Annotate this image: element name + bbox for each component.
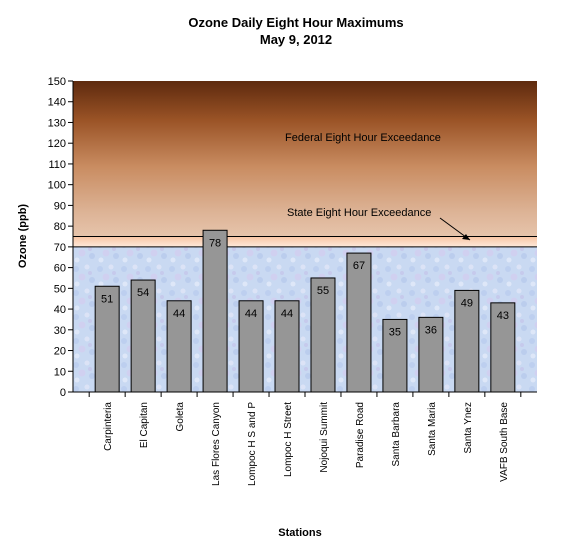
federal-exceedance-zone xyxy=(73,81,537,237)
chart-title: Ozone Daily Eight Hour Maximums xyxy=(188,15,403,30)
y-tick-label-12: 120 xyxy=(48,138,66,150)
y-tick-label-3: 30 xyxy=(54,325,66,337)
category-label-8: Santa Barbara xyxy=(391,402,402,467)
bar-3 xyxy=(202,229,228,393)
category-label-11: VAFB South Base xyxy=(499,402,510,482)
bar-value-label-11: 43 xyxy=(497,310,509,322)
bar-8 xyxy=(382,318,408,393)
y-tick-label-13: 130 xyxy=(48,117,66,129)
bar-4 xyxy=(238,300,264,393)
state-exceedance-zone xyxy=(73,236,537,247)
bar-value-label-7: 67 xyxy=(353,260,365,272)
bars: 51 54 44 78 44 44 55 67 35 36 49 43 xyxy=(94,229,516,393)
category-label-10: Santa Ynez xyxy=(463,402,474,454)
bar-value-label-10: 49 xyxy=(461,297,473,309)
bar-5 xyxy=(274,300,300,393)
y-tick-label-1: 10 xyxy=(54,366,66,378)
category-label-6: Nojoqui Summit xyxy=(319,402,330,473)
bar-9 xyxy=(418,316,444,393)
state-exceedance-arrowhead xyxy=(462,234,470,240)
bar-value-label-4: 44 xyxy=(245,308,257,320)
y-tick-label-10: 100 xyxy=(48,180,66,192)
y-tick-label-5: 50 xyxy=(54,283,66,295)
bar-value-label-6: 55 xyxy=(317,285,329,297)
category-label-4: Lompoc H S and P xyxy=(247,402,258,486)
bar-11 xyxy=(490,302,516,393)
bar-value-label-3: 78 xyxy=(209,237,221,249)
bar-value-label-0: 51 xyxy=(101,293,113,305)
y-tick-label-7: 70 xyxy=(54,242,66,254)
y-tick-label-9: 90 xyxy=(54,200,66,212)
y-tick-label-11: 110 xyxy=(48,159,66,171)
annotations: Federal Eight Hour Exceedance State Eigh… xyxy=(285,132,471,241)
bar-value-label-9: 36 xyxy=(425,324,437,336)
category-label-0: Carpinteria xyxy=(103,402,114,451)
federal-exceedance-label: Federal Eight Hour Exceedance xyxy=(285,132,441,144)
category-label-2: Goleta xyxy=(175,402,186,432)
bar-value-label-2: 44 xyxy=(173,308,185,320)
category-label-9: Santa Maria xyxy=(427,402,438,456)
category-label-7: Paradise Road xyxy=(355,402,366,468)
bar-7 xyxy=(346,252,372,393)
bar-2 xyxy=(166,300,192,393)
y-tick-label-14: 140 xyxy=(48,97,66,109)
y-axis-title: Ozone (ppb) xyxy=(17,204,29,268)
state-exceedance-label: State Eight Hour Exceedance xyxy=(287,207,431,219)
category-label-3: Las Flores Canyon xyxy=(211,402,222,486)
y-tick-label-0: 0 xyxy=(60,387,66,399)
chart-subtitle: May 9, 2012 xyxy=(260,32,332,47)
y-tick-label-8: 80 xyxy=(54,221,66,233)
category-label-1: El Capitan xyxy=(139,402,150,448)
category-label-5: Lompoc H Street xyxy=(283,402,294,477)
bar-0 xyxy=(94,285,120,393)
bar-6 xyxy=(310,277,336,393)
bar-value-label-5: 44 xyxy=(281,308,293,320)
y-tick-label-6: 60 xyxy=(54,263,66,275)
y-tick-label-15: 150 xyxy=(48,76,66,88)
y-tick-label-4: 40 xyxy=(54,304,66,316)
bar-value-label-1: 54 xyxy=(137,287,149,299)
axes: 0 10 20 30 40 50 60 70 80 90 100 110 120 130 140 150 Car… xyxy=(48,76,537,486)
bar-value-label-8: 35 xyxy=(389,326,401,338)
bar-1 xyxy=(130,279,156,393)
x-axis-title: Stations xyxy=(278,527,321,539)
bar-10 xyxy=(454,289,480,393)
y-tick-label-2: 20 xyxy=(54,346,66,358)
